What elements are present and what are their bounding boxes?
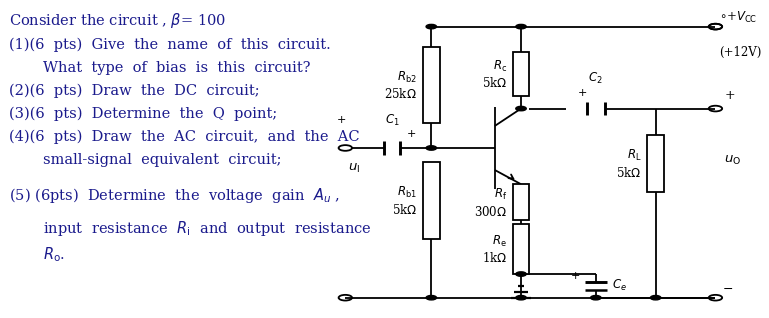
Text: +: + (337, 114, 346, 125)
Text: 5k$\Omega$: 5k$\Omega$ (392, 203, 417, 217)
Text: Consider the circuit , $\beta$= 100: Consider the circuit , $\beta$= 100 (9, 11, 226, 30)
Text: What  type  of  bias  is  this  circuit?: What type of bias is this circuit? (42, 61, 310, 75)
Circle shape (516, 272, 526, 276)
Text: (1)(6  pts)  Give  the  name  of  this  circuit.: (1)(6 pts) Give the name of this circuit… (9, 38, 331, 52)
Bar (513, 184, 529, 220)
Text: +: + (578, 87, 587, 98)
Bar (647, 135, 664, 192)
Text: $u_\mathrm{O}$: $u_\mathrm{O}$ (724, 154, 741, 167)
Text: 1k$\Omega$: 1k$\Omega$ (481, 251, 507, 265)
Text: +: + (571, 271, 580, 281)
Text: (+12V): (+12V) (719, 45, 761, 59)
Bar (423, 47, 440, 123)
Text: $R_{\rm e}$: $R_{\rm e}$ (492, 233, 507, 248)
Text: (4)(6  pts)  Draw  the  AC  circuit,  and  the  AC: (4)(6 pts) Draw the AC circuit, and the … (9, 130, 359, 144)
Text: 25k$\Omega$: 25k$\Omega$ (384, 87, 417, 101)
Text: (5) (6pts)  Determine  the  voltage  gain  $\it{A_u}$ ,: (5) (6pts) Determine the voltage gain $\… (9, 186, 340, 205)
Text: (3)(6  pts)  Determine  the  Q  point;: (3)(6 pts) Determine the Q point; (9, 107, 277, 121)
Text: $R_{\rm f}$: $R_{\rm f}$ (494, 187, 507, 202)
Text: $R_{\rm b1}$: $R_{\rm b1}$ (398, 185, 417, 200)
Circle shape (591, 295, 601, 300)
Circle shape (516, 24, 526, 29)
Text: $R_{\rm c}$: $R_{\rm c}$ (493, 59, 507, 73)
Text: small-signal  equivalent  circuit;: small-signal equivalent circuit; (42, 153, 281, 167)
Circle shape (651, 295, 661, 300)
Text: 5k$\Omega$: 5k$\Omega$ (481, 76, 507, 90)
Circle shape (426, 146, 437, 150)
Text: $C_e$: $C_e$ (611, 278, 627, 294)
Circle shape (426, 24, 437, 29)
Text: $R_{\rm L}$: $R_{\rm L}$ (627, 148, 641, 163)
Circle shape (516, 106, 526, 111)
Text: +: + (724, 89, 735, 102)
Text: 5k$\Omega$: 5k$\Omega$ (616, 166, 641, 180)
Text: 300$\Omega$: 300$\Omega$ (474, 205, 507, 219)
Text: $R_{\rm b2}$: $R_{\rm b2}$ (398, 70, 417, 85)
Circle shape (426, 295, 437, 300)
Circle shape (516, 295, 526, 300)
Text: +: + (407, 129, 416, 140)
Text: $C_1$: $C_1$ (384, 113, 399, 128)
Text: $C_2$: $C_2$ (588, 72, 603, 86)
Text: $u_\mathrm{I}$: $u_\mathrm{I}$ (348, 162, 360, 175)
Bar (423, 162, 440, 239)
Bar (513, 224, 529, 274)
Text: −: − (723, 283, 734, 296)
Bar (513, 52, 529, 96)
Text: $\it{R}_\mathrm{o}$.: $\it{R}_\mathrm{o}$. (42, 246, 65, 264)
Text: (2)(6  pts)  Draw  the  DC  circuit;: (2)(6 pts) Draw the DC circuit; (9, 83, 259, 98)
Text: input  resistance  $\it{R}_\mathrm{i}$  and  output  resistance: input resistance $\it{R}_\mathrm{i}$ and… (42, 219, 371, 238)
Text: $\circ$+$V_{\rm CC}$: $\circ$+$V_{\rm CC}$ (719, 10, 757, 25)
